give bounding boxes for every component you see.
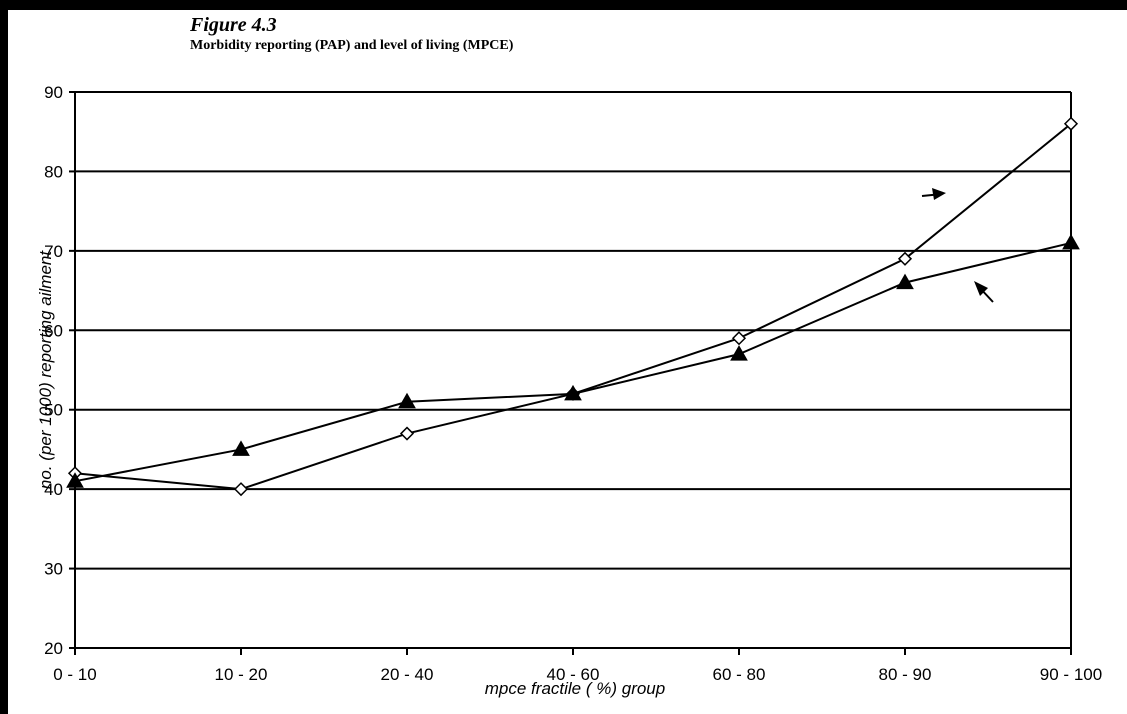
x-tick-label: 0 - 10 (53, 665, 96, 684)
data-point-diamond (233, 482, 249, 497)
x-tick-label: 90 - 100 (1040, 665, 1102, 684)
data-point-triangle (66, 472, 84, 488)
figure-title: Figure 4.3 (190, 14, 277, 36)
y-tick-label: 40 (44, 480, 63, 499)
data-point-triangle (564, 384, 582, 401)
y-tick-label: 70 (44, 242, 63, 261)
data-point-triangle (730, 345, 748, 361)
y-tick-label: 80 (44, 162, 63, 181)
y-tick-label: 30 (44, 560, 63, 579)
frame-left-border (0, 0, 8, 714)
x-tick-label: 10 - 20 (215, 665, 268, 684)
x-tick-label: 80 - 90 (879, 665, 932, 684)
data-point-diamond (399, 426, 415, 441)
y-tick-label: 60 (44, 321, 63, 340)
y-tick-label: 50 (44, 401, 63, 420)
series-line-1 (74, 122, 1072, 491)
annotation-arrowhead-1 (932, 188, 946, 200)
annotation-arrowhead-2 (974, 281, 988, 296)
x-tick-label: 20 - 40 (381, 665, 434, 684)
frame-top-border (0, 0, 1127, 10)
y-tick-label: 20 (44, 639, 63, 658)
data-point-triangle (232, 440, 250, 456)
annotations (921, 188, 994, 303)
axes: 20 30 40 50 60 70 80 90 0 - 10 10 - 20 20 - 40 40 -… (44, 83, 1102, 684)
data-point-diamond (1063, 116, 1079, 131)
data-point-triangle (1062, 233, 1080, 250)
y-tick-label: 90 (44, 83, 63, 102)
data-point-triangle (896, 273, 914, 290)
series (66, 116, 1080, 497)
data-point-diamond (731, 331, 747, 346)
y-axis-label: no. (per 1000) reporting ailment (36, 250, 55, 489)
gridlines (75, 91, 1071, 649)
data-point-triangle (398, 392, 416, 409)
x-axis-label: mpce fractile ( %) group (485, 679, 665, 698)
x-tick-label: 60 - 80 (713, 665, 766, 684)
series-line-2 (74, 241, 1072, 483)
figure-subtitle: Morbidity reporting (PAP) and level of l… (190, 38, 514, 53)
data-point-diamond (897, 251, 913, 266)
x-tick-label: 40 - 60 (547, 665, 600, 684)
